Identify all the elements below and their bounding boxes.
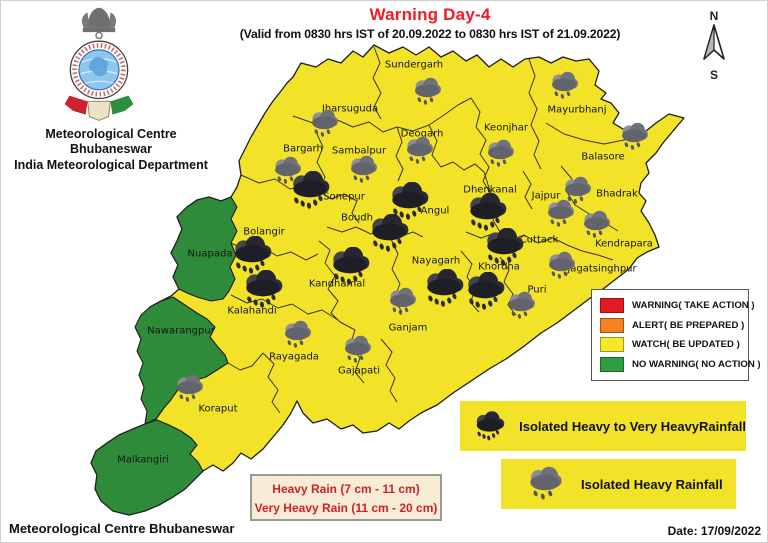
legend-very-heavy-label: Isolated Heavy to Very HeavyRainfall: [519, 418, 746, 434]
district-nawarangpur-fix: [134, 296, 229, 425]
legend-label: ALERT( BE PREPARED ): [632, 319, 745, 331]
legend-label: NO WARNING( NO ACTION ): [632, 359, 761, 371]
heavy-rain-range: Heavy Rain (7 cm - 11 cm): [272, 482, 420, 496]
dark-cloud-icon: [476, 411, 505, 441]
district-malkangiri: [90, 419, 204, 516]
org-line2: India Meteorological Department: [14, 157, 208, 172]
district-nuapada: [170, 196, 238, 302]
footer-date: Date: 17/09/2022: [667, 524, 761, 538]
validity-subtitle: (Valid from 0830 hrs IST of 20.09.2022 t…: [239, 27, 621, 41]
legend-heavy-label: Isolated Heavy Rainfall: [581, 476, 723, 492]
warning-legend-item: WATCH( BE UPDATED ): [600, 337, 740, 353]
organisation-name: Meteorological Centre Bhubaneswar India …: [3, 127, 219, 173]
north-arrow-icon: [703, 24, 725, 60]
org-line1: Meteorological Centre Bhubaneswar: [45, 127, 177, 157]
legend-color-swatch: [600, 297, 624, 313]
imd-logo: [64, 7, 134, 121]
compass: N S: [695, 9, 733, 82]
page-title: Warning Day-4: [369, 5, 491, 24]
warning-legend-item: ALERT( BE PREPARED ): [600, 317, 744, 333]
legend-heavy-rainfall: Isolated Heavy Rainfall: [501, 459, 736, 509]
rainfall-amount-box: Heavy Rain (7 cm - 11 cm) Very Heavy Rai…: [250, 474, 442, 521]
legend-label: WARNING( TAKE ACTION ): [632, 299, 755, 311]
header: Warning Day-4 (Valid from 0830 hrs IST o…: [234, 5, 626, 41]
very-heavy-rain-range: Very Heavy Rain (11 cm - 20 cm): [254, 500, 438, 515]
compass-north-label: N: [709, 9, 719, 23]
state-boundary: [90, 44, 685, 516]
legend-color-swatch: [600, 337, 624, 353]
legend-color-swatch: [600, 317, 624, 333]
warning-legend-item: WARNING( TAKE ACTION ): [600, 297, 755, 313]
compass-south-label: S: [709, 68, 718, 82]
imd-globe-icon: [69, 40, 129, 100]
legend-label: WATCH( BE UPDATED ): [632, 339, 740, 351]
footer-org-name: Meteorological Centre Bhubaneswar: [9, 521, 235, 536]
legend-color-swatch: [600, 357, 624, 373]
logo-ribbons: [64, 95, 134, 121]
gray-cloud-icon: [530, 466, 562, 500]
warning-legend-item: NO WARNING( NO ACTION ): [600, 357, 761, 373]
ashoka-emblem-icon: [81, 7, 117, 40]
warning-level-legend: WARNING( TAKE ACTION ) ALERT( BE PREPARED…: [591, 289, 761, 381]
legend-very-heavy-rainfall: Isolated Heavy to Very HeavyRainfall: [460, 401, 746, 451]
